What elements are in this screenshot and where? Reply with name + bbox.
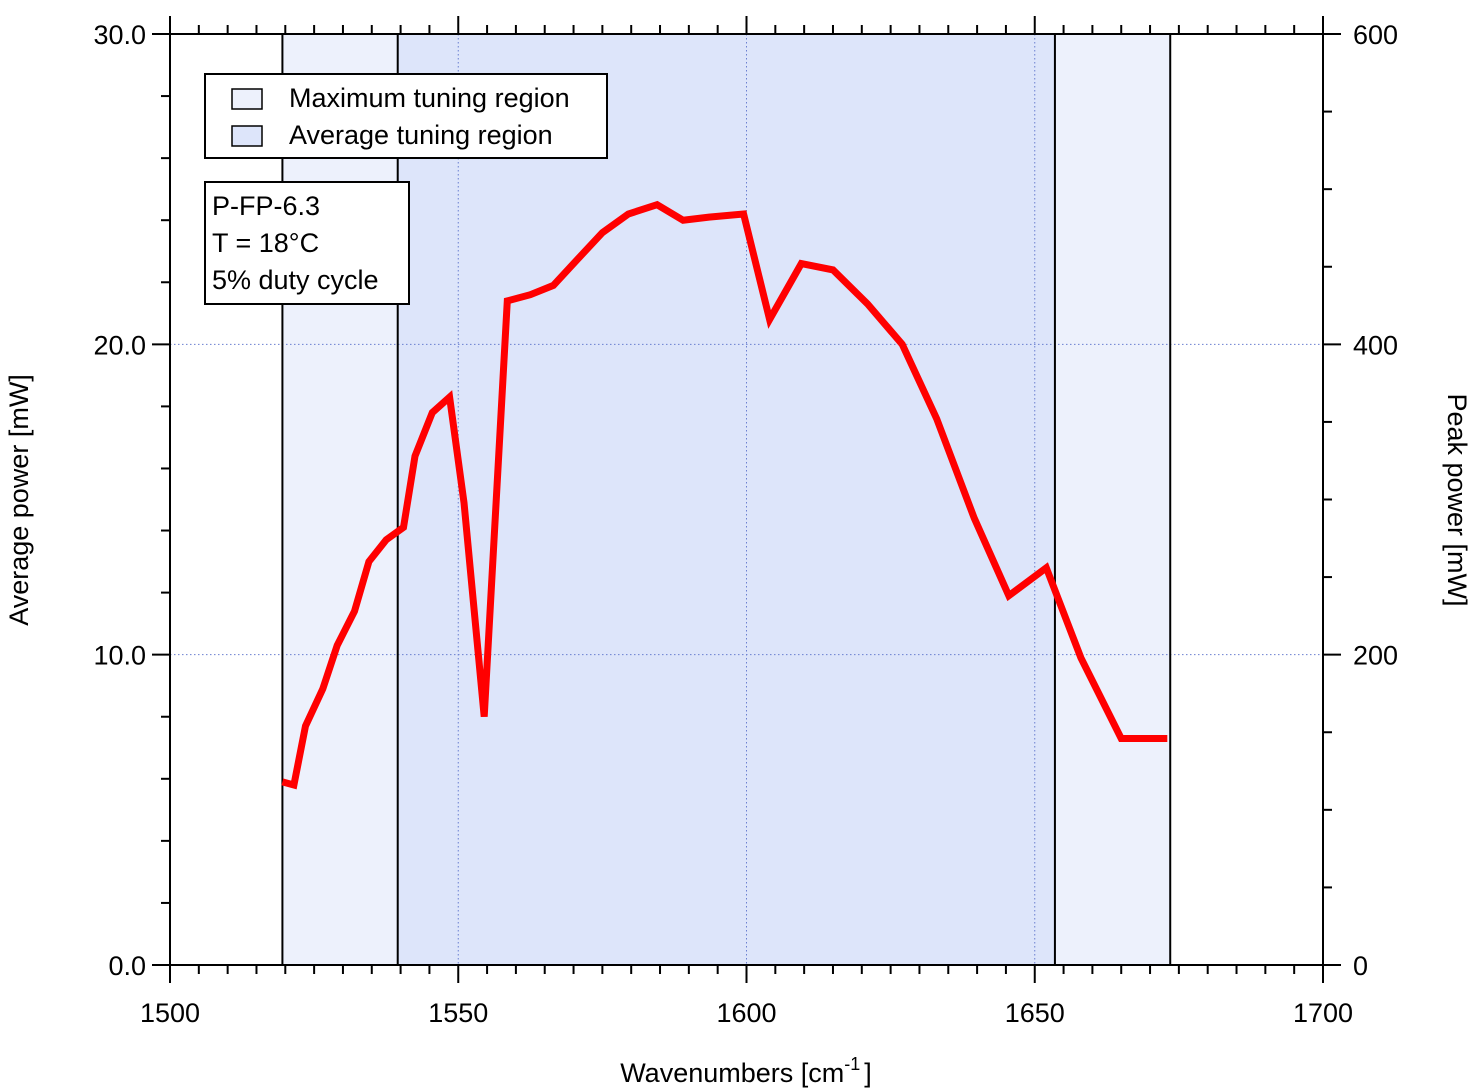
y-tick-label: 20.0	[93, 330, 146, 360]
y-tick-label: 30.0	[93, 20, 146, 50]
legend-label-average-tuning-region: Average tuning region	[289, 120, 553, 150]
axis-ticks: 1500 1550 1600 1650 1700 0.0 10.0 20.0 30.0 0 200 4…	[93, 16, 1398, 1028]
x-tick-label: 1700	[1293, 998, 1353, 1028]
y2-tick-label: 600	[1353, 20, 1398, 50]
x-tick-label: 1550	[428, 998, 488, 1028]
series-line-average-power	[281, 200, 1168, 790]
y2-tick-label: 400	[1353, 330, 1398, 360]
y2-tick-label: 0	[1353, 951, 1368, 981]
grid	[170, 34, 1323, 965]
annotation-line-temperature: T = 18°C	[212, 228, 319, 258]
y2-tick-label: 200	[1353, 641, 1398, 671]
legend-swatch-average-tuning-region	[231, 125, 263, 147]
y-tick-label: 0.0	[108, 951, 146, 981]
x-axis-title-main: Wavenumbers [cm	[620, 1058, 844, 1088]
legend: Maximum tuning region Average tuning reg…	[204, 73, 608, 159]
x-tick-label: 1500	[140, 998, 200, 1028]
annotation-line-duty-cycle: 5% duty cycle	[212, 265, 379, 295]
y-axis-title: Average power [mW]	[4, 374, 34, 626]
legend-swatch-maximum-tuning-region	[231, 88, 263, 110]
series-layer	[281, 200, 1168, 790]
y-tick-label: 10.0	[93, 641, 146, 671]
x-axis-title: Wavenumbers [cm-1]	[620, 1054, 872, 1088]
tuning-regions	[282, 34, 1171, 965]
x-axis-title-sup: -1	[844, 1054, 860, 1074]
y2-axis-title: Peak power [mW]	[1442, 393, 1472, 606]
x-axis-title-end: ]	[864, 1058, 872, 1088]
x-tick-label: 1650	[1005, 998, 1065, 1028]
annotation-line-device: P-FP-6.3	[212, 191, 320, 221]
annotation: P-FP-6.3 T = 18°C 5% duty cycle	[204, 181, 410, 305]
region-average-tuning	[397, 34, 1055, 965]
annotation-box	[204, 181, 410, 305]
x-tick-label: 1600	[716, 998, 776, 1028]
legend-box	[204, 73, 608, 159]
legend-label-maximum-tuning-region: Maximum tuning region	[289, 83, 570, 113]
